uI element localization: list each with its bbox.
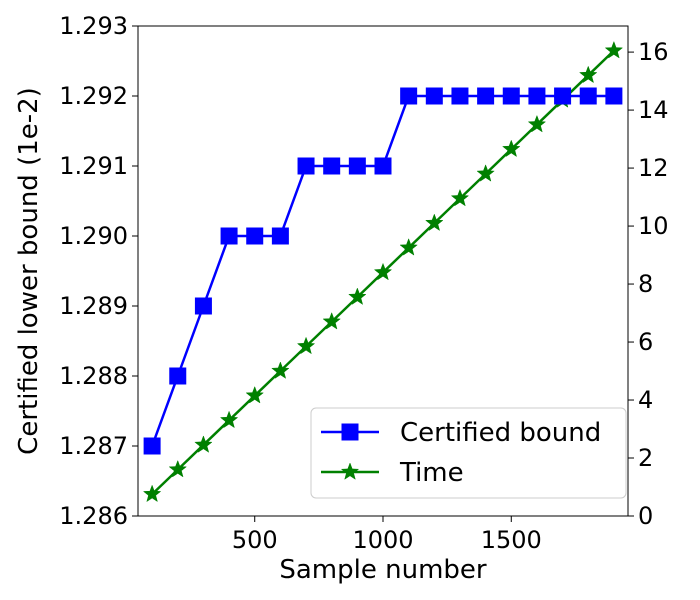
time-point [450, 188, 470, 207]
series-time [142, 40, 624, 503]
right-y-tick-label: 8 [638, 270, 653, 298]
x-tick-label: 500 [232, 526, 278, 554]
certified-bound-point [297, 157, 315, 175]
legend-label-time: Time [399, 458, 464, 488]
time-point [245, 385, 264, 404]
right-y-tick-label: 16 [638, 38, 669, 66]
time-point [399, 238, 418, 256]
certified-bound-point [271, 227, 289, 245]
time-point [425, 213, 444, 232]
left-y-tick-label: 1.293 [59, 12, 128, 40]
certified-bound-point [477, 87, 495, 105]
certified-bound-point [348, 157, 366, 175]
time-point [502, 139, 521, 158]
left-y-tick-label: 1.290 [59, 222, 128, 250]
right-y-tick-label: 14 [638, 96, 669, 124]
left-y-tick-label: 1.292 [59, 82, 128, 110]
certified-bound-point [143, 437, 161, 455]
right-y-tick-label: 12 [638, 154, 669, 182]
certified-bound-point [246, 227, 264, 245]
certified-bound-point [220, 227, 238, 245]
time-point [219, 410, 239, 429]
left-y-axis-title: Certified lower bound (1e-2) [14, 87, 44, 455]
time-point [373, 262, 393, 281]
left-y-tick-label: 1.289 [59, 292, 128, 320]
certified-bound-point [169, 367, 187, 385]
series-certified-bound [143, 87, 623, 455]
certified-bound-point [400, 87, 418, 105]
right-y-tick-label: 6 [638, 328, 653, 356]
time-point [348, 287, 367, 305]
certified-bound-point [323, 157, 341, 175]
x-axis-title: Sample number [279, 555, 487, 585]
certified-bound-point [579, 87, 597, 105]
right-y-tick-label: 10 [638, 212, 669, 240]
certified-bound-point [554, 87, 572, 105]
legend-marker-certified-bound [341, 423, 359, 441]
time-point [194, 435, 213, 453]
x-tick-label: 1000 [352, 526, 413, 554]
certified-bound-point [502, 87, 520, 105]
right-y-tick-label: 0 [638, 502, 653, 530]
certified-bound-point [605, 87, 623, 105]
time-point [476, 164, 495, 182]
left-y-tick-label: 1.286 [59, 502, 128, 530]
time-point [527, 114, 547, 133]
left-y-tick-label: 1.287 [59, 432, 128, 460]
plot-area [137, 25, 629, 517]
time-point [579, 65, 598, 84]
legend-box [310, 407, 627, 499]
right-y-tick-label: 2 [638, 444, 653, 472]
left-y-axis: 1.286 1.287 1.288 1.289 1.290 1.291 1.292 1.293 [59, 12, 138, 530]
legend-label-certified-bound: Certified bound [400, 418, 601, 448]
certified-bound-point [374, 157, 392, 175]
legend: Certified bound Time [310, 407, 627, 499]
right-y-axis: 0 2 4 6 8 10 12 14 16 [628, 38, 669, 530]
x-axis: 500 1000 1500 [232, 516, 542, 554]
time-point [296, 336, 316, 355]
left-y-tick-label: 1.288 [59, 362, 128, 390]
time-point [271, 361, 290, 379]
certified-bound-point [451, 87, 469, 105]
time-point [168, 459, 187, 478]
certified-bound-point [194, 297, 212, 315]
time-point [322, 312, 341, 330]
certified-bound-point [425, 87, 443, 105]
time-point [604, 40, 624, 59]
legend-marker-time [340, 462, 360, 480]
right-y-tick-label: 4 [638, 386, 653, 414]
left-y-tick-label: 1.291 [59, 152, 128, 180]
certified-bound-point [528, 87, 546, 105]
time-point [142, 484, 162, 503]
x-tick-label: 1500 [481, 526, 542, 554]
